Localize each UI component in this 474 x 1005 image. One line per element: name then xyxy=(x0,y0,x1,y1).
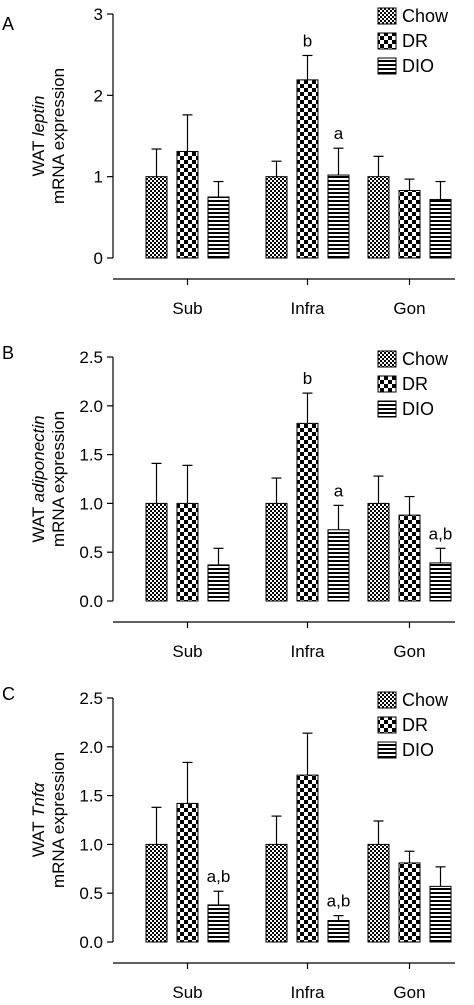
legend-swatch-dio xyxy=(377,57,397,75)
bar-dr-sub xyxy=(176,150,199,259)
bar-dio-sub xyxy=(207,564,230,602)
x-tick-label: Sub xyxy=(172,299,202,318)
legend-swatch-dio xyxy=(377,741,397,759)
y-tick-label: 0 xyxy=(94,249,103,268)
significance-label: a,b xyxy=(429,524,453,543)
x-tick-label: Gon xyxy=(393,299,425,318)
legend-swatch-dr xyxy=(377,716,397,734)
significance-label: b xyxy=(303,369,312,388)
y-tick-label: 0.0 xyxy=(79,933,103,952)
chart-panel-B: B 0.0 0.5 1.0 1.5 2.0 2.5 WAT adiponectin mRNA e… xyxy=(2,343,455,661)
bar-chow-infra xyxy=(265,843,288,943)
x-tick-label: Infra xyxy=(290,642,325,661)
legend-swatch-chow xyxy=(377,350,397,368)
legend-label-dio: DIO xyxy=(402,399,434,419)
y-axis-title-gene: adiponectin xyxy=(29,415,48,502)
y-tick-label: 3 xyxy=(94,5,103,24)
y-axis-title-gene: leptin xyxy=(29,96,48,137)
legend-label-chow: Chow xyxy=(402,6,449,26)
y-axis-title-prefix: WAT xyxy=(29,502,48,542)
bar-dio-gon xyxy=(429,198,452,259)
bar-dr-gon xyxy=(398,514,421,602)
significance-label: a xyxy=(334,124,344,143)
significance-label: a,b xyxy=(327,892,351,911)
x-tick-label: Infra xyxy=(290,299,325,318)
x-tick-label: Sub xyxy=(172,983,202,1000)
bar-dio-infra xyxy=(327,174,350,259)
y-tick-label: 2.0 xyxy=(79,397,103,416)
legend-swatch-chow xyxy=(377,7,397,25)
panel-label: A xyxy=(2,14,14,34)
bar-chow-sub xyxy=(145,502,168,602)
x-tick-label: Gon xyxy=(393,642,425,661)
legend-label-dr: DR xyxy=(402,374,428,394)
bar-chow-sub xyxy=(145,843,168,943)
significance-label: a,b xyxy=(207,867,231,886)
x-tick-label: Sub xyxy=(172,642,202,661)
y-axis-title: WAT Tnfα xyxy=(29,781,48,857)
y-axis-title-line2: mRNA expression xyxy=(49,68,68,204)
y-tick-label: 2.5 xyxy=(79,689,103,708)
x-tick-label: Infra xyxy=(290,983,325,1000)
chart-panel-A: A 0 1 2 3 WAT leptin mRNA expression Sub Infra Go… xyxy=(2,5,455,318)
panel-label: B xyxy=(2,343,14,363)
y-axis-title-line2: mRNA expression xyxy=(49,411,68,547)
bar-chow-gon xyxy=(367,843,390,943)
legend-swatch-chow xyxy=(377,691,397,709)
bar-dio-gon xyxy=(429,885,452,943)
y-tick-label: 2 xyxy=(94,86,103,105)
bar-dio-gon xyxy=(429,562,452,602)
y-axis-title-gene: Tnfα xyxy=(29,781,48,817)
bar-dio-sub xyxy=(207,904,230,943)
bar-chow-infra xyxy=(265,502,288,602)
y-axis-title-prefix: WAT xyxy=(29,136,48,176)
bar-dio-infra xyxy=(327,920,350,943)
significance-label: a xyxy=(334,481,344,500)
y-tick-label: 1.0 xyxy=(79,835,103,854)
legend-label-dio: DIO xyxy=(402,740,434,760)
x-tick-label: Gon xyxy=(393,983,425,1000)
y-axis-title-line2: mRNA expression xyxy=(49,752,68,888)
bar-dr-infra xyxy=(296,774,319,943)
chart-panel-C: C 0.0 0.5 1.0 1.5 2.0 2.5 WAT Tnfα mRNA expressi… xyxy=(2,684,455,1002)
bar-chow-sub xyxy=(145,176,168,259)
legend-swatch-dr xyxy=(377,375,397,393)
legend-label-chow: Chow xyxy=(402,690,449,710)
legend-label-dr: DR xyxy=(402,31,428,51)
y-tick-label: 0.0 xyxy=(79,592,103,611)
y-axis-title: WAT leptin xyxy=(29,96,48,177)
y-tick-label: 2.0 xyxy=(79,738,103,757)
legend-swatch-dio xyxy=(377,400,397,418)
legend-label-dio: DIO xyxy=(402,56,434,76)
y-tick-label: 1.5 xyxy=(79,787,103,806)
bar-dr-gon xyxy=(398,189,421,259)
bar-dr-infra xyxy=(296,79,319,259)
bar-dr-infra xyxy=(296,422,319,602)
bar-chow-gon xyxy=(367,502,390,602)
bar-chow-gon xyxy=(367,176,390,259)
bar-dr-sub xyxy=(176,502,199,602)
y-tick-label: 0.5 xyxy=(79,884,103,903)
legend-swatch-dr xyxy=(377,32,397,50)
bar-chow-infra xyxy=(265,176,288,259)
y-tick-label: 2.5 xyxy=(79,348,103,367)
bar-dr-gon xyxy=(398,862,421,943)
y-tick-label: 1.5 xyxy=(79,446,103,465)
y-axis-title: WAT adiponectin xyxy=(29,415,48,542)
y-tick-label: 0.5 xyxy=(79,543,103,562)
y-tick-label: 1.0 xyxy=(79,494,103,513)
significance-label: b xyxy=(303,31,312,50)
bar-dio-infra xyxy=(327,529,350,602)
bar-dio-sub xyxy=(207,196,230,259)
bar-dr-sub xyxy=(176,802,199,943)
legend-label-chow: Chow xyxy=(402,349,449,369)
y-tick-label: 1 xyxy=(94,168,103,187)
y-axis-title-prefix: WAT xyxy=(29,817,48,857)
legend-label-dr: DR xyxy=(402,715,428,735)
panel-label: C xyxy=(2,684,15,704)
